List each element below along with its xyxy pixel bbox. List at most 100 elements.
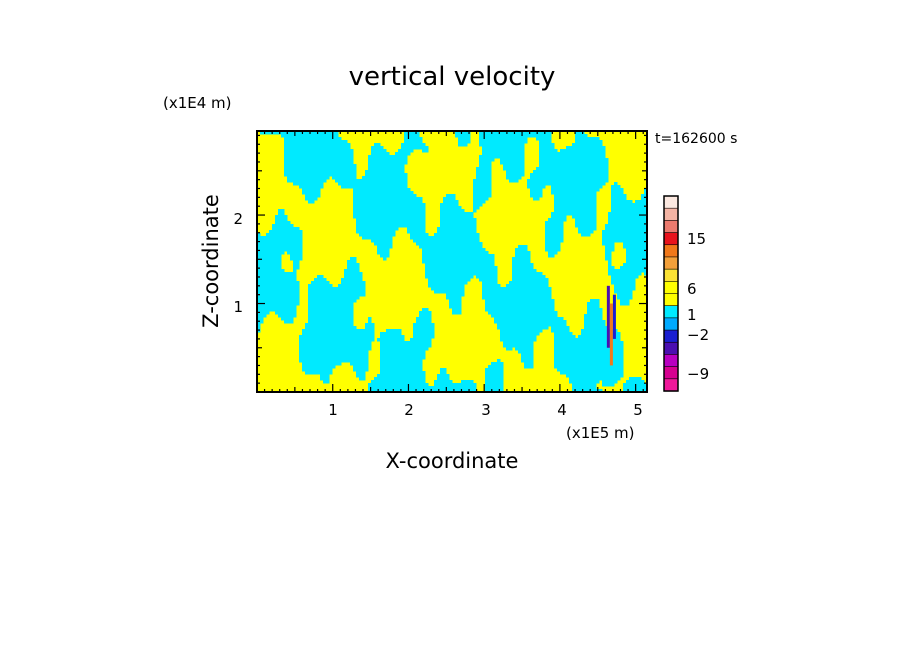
downdraft-cell xyxy=(257,248,303,252)
downdraft-cell xyxy=(440,218,477,222)
downdraft-cell xyxy=(293,182,324,186)
downdraft-cell xyxy=(440,206,462,210)
downdraft-cell xyxy=(437,374,450,378)
downdraft-cell xyxy=(407,230,426,234)
downdraft-cell xyxy=(509,281,549,285)
downdraft-cell xyxy=(431,287,465,291)
downdraft-cell xyxy=(605,254,612,258)
downdraft-cell xyxy=(620,302,630,306)
downdraft-cell xyxy=(371,239,393,243)
downdraft-cell xyxy=(608,212,647,216)
downdraft-cell xyxy=(494,320,567,324)
downdraft-cell xyxy=(545,227,564,231)
downdraft-cell xyxy=(422,251,489,255)
downdraft-cell xyxy=(485,371,504,375)
downdraft-cell xyxy=(608,221,647,225)
downdraft-cell xyxy=(284,149,354,153)
downdraft-cell xyxy=(281,317,294,321)
downdraft-cell xyxy=(284,173,357,177)
downdraft-cell xyxy=(485,305,555,309)
downdraft-cell xyxy=(545,233,564,237)
downdraft-cell xyxy=(440,203,459,207)
downdraft-cell xyxy=(287,176,330,180)
downdraft-cell xyxy=(608,263,612,267)
downdraft-cell xyxy=(347,266,360,270)
downdraft-cell xyxy=(560,371,624,375)
downdraft-cell xyxy=(347,260,357,264)
downdraft-cell xyxy=(530,194,543,198)
downdraft-cell xyxy=(635,200,647,204)
downdraft-cell xyxy=(356,218,426,222)
downdraft-cell xyxy=(491,314,558,318)
downdraft-cell xyxy=(425,269,498,273)
downdraft-cell xyxy=(443,200,459,204)
downdraft-cell xyxy=(554,344,624,348)
downdraft-cell xyxy=(365,326,375,330)
downdraft-cell xyxy=(608,269,647,273)
downdraft-cell xyxy=(269,230,303,234)
downdraft-cell xyxy=(353,206,426,210)
downdraft-cell xyxy=(584,320,606,324)
downdraft-cell xyxy=(569,377,621,381)
downdraft-cell xyxy=(266,233,303,237)
downdraft-cell xyxy=(395,152,411,156)
downdraft-cell xyxy=(284,161,354,165)
downdraft-cell xyxy=(440,209,465,213)
downdraft-cell xyxy=(581,329,618,333)
downdraft-cell xyxy=(569,380,600,384)
downdraft-cell xyxy=(482,284,501,288)
downdraft-cell xyxy=(284,158,354,162)
downdraft-cell xyxy=(257,329,261,333)
downdraft-cell xyxy=(473,194,492,198)
downdraft-cell xyxy=(521,356,534,360)
downdraft-cell xyxy=(506,284,549,288)
downdraft-cell xyxy=(497,323,567,327)
y-unit-label: (x1E4 m) xyxy=(163,94,232,112)
downdraft-cell xyxy=(428,284,465,288)
downdraft-cell xyxy=(533,197,540,201)
colorbar-level xyxy=(663,293,679,307)
downdraft-cell xyxy=(623,242,647,246)
downdraft-cell xyxy=(257,311,270,315)
downdraft-cell xyxy=(440,371,447,375)
plot-frame xyxy=(256,130,648,393)
downdraft-cell xyxy=(287,251,303,255)
downdraft-cell xyxy=(257,323,261,327)
downdraft-cell xyxy=(260,131,339,135)
downdraft-cell xyxy=(626,248,647,252)
downdraft-cell xyxy=(308,287,366,291)
downdraft-cell xyxy=(512,275,546,279)
downdraft-cell xyxy=(554,203,597,207)
downdraft-cell xyxy=(449,305,462,309)
downdraft-cell xyxy=(257,305,297,309)
colorbar-level xyxy=(663,317,679,331)
downdraft-cell xyxy=(401,146,429,150)
downdraft-cell xyxy=(545,239,564,243)
downdraft-cell xyxy=(341,185,408,189)
downdraft-cell xyxy=(374,143,381,147)
downdraft-cell xyxy=(353,212,426,216)
downdraft-cell xyxy=(380,362,423,366)
downdraft-cell xyxy=(626,254,647,258)
colorbar-level xyxy=(663,256,679,270)
strong-velocity-feature xyxy=(609,303,613,366)
downdraft-cell xyxy=(554,350,624,354)
downdraft-cell xyxy=(587,308,603,312)
downdraft-cell xyxy=(257,269,285,273)
downdraft-cell xyxy=(434,233,480,237)
downdraft-cell xyxy=(479,143,525,147)
downdraft-cell xyxy=(503,344,534,348)
downdraft-cell xyxy=(419,311,432,315)
downdraft-cell xyxy=(257,320,264,324)
downdraft-cell xyxy=(611,206,647,210)
downdraft-cell xyxy=(551,188,600,192)
downdraft-cell xyxy=(602,230,647,234)
downdraft-cell xyxy=(587,305,600,309)
colorbar-level xyxy=(663,268,679,282)
downdraft-cell xyxy=(512,269,537,273)
downdraft-cell xyxy=(623,245,647,249)
x-unit-label: (x1E5 m) xyxy=(566,424,635,442)
strong-velocity-feature xyxy=(606,285,610,348)
downdraft-cell xyxy=(482,146,525,150)
downdraft-cell xyxy=(419,245,483,249)
